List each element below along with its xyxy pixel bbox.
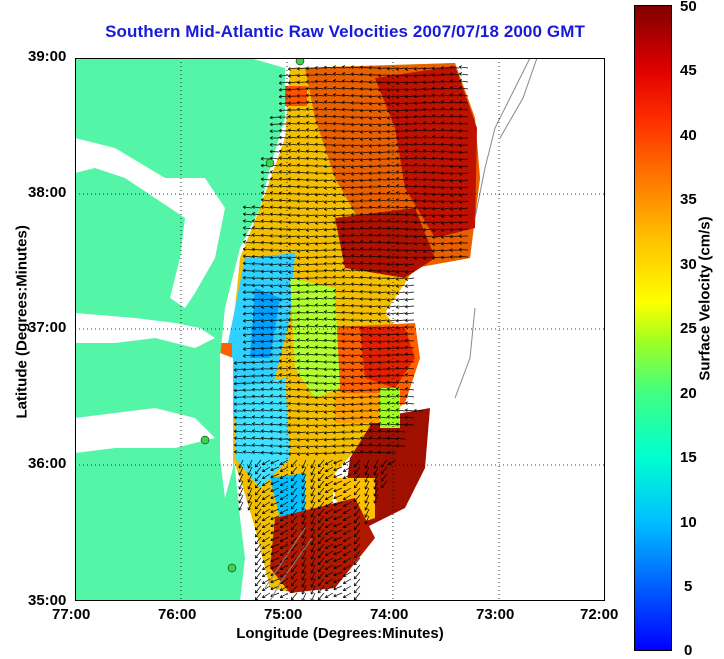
colorbar-tick: 15: [680, 449, 697, 466]
colorbar-tick: 45: [680, 62, 697, 79]
y-tick-label: 38:00: [28, 184, 67, 201]
velocity-arrows: [233, 65, 469, 601]
map-canvas: [75, 58, 605, 601]
radar-stations: [200, 58, 305, 573]
colorbar-tick: 25: [680, 320, 697, 337]
colorbar-tick: 40: [680, 127, 697, 144]
x-tick-label: 72:00: [580, 606, 619, 623]
x-tick-label: 77:00: [52, 606, 91, 623]
map-title: Southern Mid-Atlantic Raw Velocities 200…: [105, 22, 585, 41]
x-tick-label: 75:00: [264, 606, 303, 623]
x-tick-label: 76:00: [158, 606, 197, 623]
grid-lines: [75, 58, 605, 601]
x-axis-label: Longitude (Degrees:Minutes): [236, 625, 444, 642]
colorbar-label: Surface Velocity (cm/s): [696, 216, 714, 381]
colorbar: [634, 5, 672, 651]
x-tick-label: 74:00: [370, 606, 409, 623]
y-tick-label: 37:00: [28, 319, 67, 336]
colorbar-tick: 30: [680, 256, 697, 273]
map-plot-area: [75, 58, 605, 601]
x-tick-label: 73:00: [476, 606, 515, 623]
colorbar-tick: 50: [680, 0, 697, 15]
y-tick-label: 35:00: [28, 592, 67, 609]
y-tick-label: 39:00: [28, 48, 67, 65]
colorbar-tick: 20: [680, 385, 697, 402]
colorbar-tick: 5: [684, 578, 693, 595]
y-axis-label: Latitude (Degrees:Minutes): [13, 225, 31, 419]
colorbar-tick: 0: [684, 642, 693, 659]
bathymetry-contours: [264, 58, 538, 601]
y-tick-label: 36:00: [28, 455, 67, 472]
colorbar-tick: 10: [680, 514, 697, 531]
velocity-arrow-set: [233, 65, 469, 601]
colorbar-tick: 35: [680, 191, 697, 208]
